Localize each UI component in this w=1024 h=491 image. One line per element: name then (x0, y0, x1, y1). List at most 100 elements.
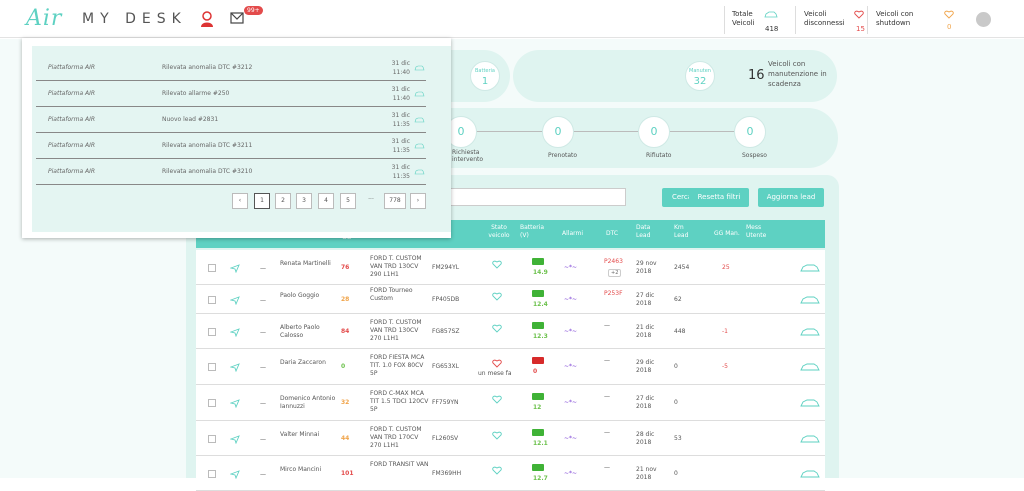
pager-button[interactable]: 5 (340, 193, 356, 209)
car-icon[interactable] (800, 435, 820, 444)
kpi-card-battery[interactable]: Batteria 1 (440, 50, 510, 102)
dtc-code[interactable]: P253F (604, 289, 623, 297)
app-logo[interactable]: Air (26, 6, 63, 31)
notification-day: 31 dic (391, 86, 410, 93)
col-data-lead[interactable]: Data Lead (636, 224, 651, 239)
row-checkbox[interactable] (208, 263, 216, 272)
table-row[interactable]: — Renata Martinelli 76 FORD T. CUSTOM VA… (196, 250, 825, 285)
col-gg-man[interactable]: GG Man. (714, 230, 740, 237)
dtc-code[interactable]: — (604, 321, 610, 329)
status-line (458, 131, 758, 132)
car-icon[interactable] (800, 363, 820, 372)
alarm-icon[interactable]: ~*~ (564, 295, 578, 303)
stat-disconnected[interactable]: Veicoli disconnessi (804, 10, 854, 28)
status-step-sospeso[interactable]: 0 (734, 116, 766, 148)
car-icon[interactable] (800, 264, 820, 273)
pager-button[interactable]: 778 (384, 193, 406, 209)
lead-date: 21 nov 2018 (636, 465, 657, 481)
agent-icon[interactable] (200, 10, 214, 28)
dash: — (260, 296, 266, 304)
notification-item[interactable]: Piattaforma AIR Rilevato allarme #250 31… (36, 81, 426, 107)
col-mess-utente[interactable]: Mess Utente (746, 224, 767, 239)
alarm-icon[interactable]: ~*~ (564, 469, 578, 477)
table-row[interactable]: — Valter Minnai 44 FORD T. CUSTOM VAN TR… (196, 421, 825, 456)
table-row[interactable]: — Mirco Mancini 101 FORD TRANSIT VAN FM3… (196, 456, 825, 491)
status-text: un mese fa (478, 370, 512, 377)
notification-item[interactable]: Piattaforma AIR Rilevata anomalia DTC #3… (36, 55, 426, 81)
col-km-lead[interactable]: Km Lead (674, 224, 689, 239)
car-icon[interactable] (800, 296, 820, 305)
col-dtc[interactable]: DTC (606, 230, 619, 237)
dtc-count-badge[interactable]: +2 (608, 268, 622, 277)
alarm-icon[interactable]: ~*~ (564, 363, 578, 370)
dtc-code[interactable]: — (604, 428, 610, 436)
status-step-rifiutato[interactable]: 0 (638, 116, 670, 148)
divider (795, 6, 796, 34)
reset-filters-button[interactable]: Resetta filtri (689, 188, 749, 207)
send-icon[interactable] (230, 263, 240, 273)
notification-source: Piattaforma AIR (48, 90, 96, 97)
pager-button[interactable]: › (410, 193, 426, 209)
col-allarmi[interactable]: Allarmi (562, 230, 583, 237)
row-checkbox[interactable] (208, 295, 216, 304)
car-icon[interactable] (800, 328, 820, 337)
notification-time: 11:35 (392, 173, 410, 180)
dtc-code[interactable]: P2463 (604, 257, 623, 265)
vehicle-plate: FM369HH (432, 469, 462, 477)
status-step-prenotato[interactable]: 0 (542, 116, 574, 148)
vehicle-plate: FF759YN (432, 399, 459, 406)
search-input[interactable] (440, 188, 626, 206)
kpi-card-maintenance[interactable]: Manuten 32 (513, 50, 837, 102)
vehicle-plate: FM294YL (432, 263, 460, 271)
send-icon[interactable] (230, 363, 240, 372)
row-checkbox[interactable] (208, 327, 216, 336)
pager-button[interactable]: 3 (296, 193, 312, 209)
table-row[interactable]: — Domenico Antonio Iannuzzi 32 FORD C-MA… (196, 385, 825, 421)
car-icon[interactable] (800, 470, 820, 479)
send-icon[interactable] (230, 295, 240, 305)
send-icon[interactable] (230, 327, 240, 337)
dtc-code[interactable]: — (604, 393, 610, 400)
alarm-icon[interactable]: ~*~ (564, 327, 578, 335)
pager-button[interactable]: 4 (318, 193, 334, 209)
lead-date: 27 dic 2018 (636, 395, 655, 410)
row-checkbox[interactable] (208, 363, 216, 371)
table-row[interactable]: — Daria Zaccaron 0 FORD FIESTA MCA TIT. … (196, 349, 825, 385)
col-stato[interactable]: Stato veicolo (488, 224, 510, 239)
pager-button[interactable]: ··· (368, 196, 374, 203)
mail-icon[interactable] (230, 12, 244, 24)
send-icon[interactable] (230, 434, 240, 444)
stat-total-value: 418 (765, 25, 779, 33)
stat-total-vehicles[interactable]: Totale Veicoli (732, 10, 774, 28)
dash: — (260, 470, 266, 478)
pager-button[interactable]: 2 (275, 193, 291, 209)
table-row[interactable]: — Paolo Goggio 28 FORD Tourneo Custom FP… (196, 285, 825, 314)
row-checkbox[interactable] (208, 469, 216, 478)
car-icon (414, 169, 425, 175)
car-icon[interactable] (800, 399, 820, 408)
vehicle-model: FORD TRANSIT VAN (370, 460, 429, 468)
top-bar: Air MY DESK 99+ Totale Veicoli 418 Veico… (0, 0, 1024, 38)
customer-name: Paolo Goggio (280, 291, 320, 299)
avatar[interactable] (976, 12, 991, 27)
table-row[interactable]: — Alberto Paolo Calosso 84 FORD T. CUSTO… (196, 314, 825, 349)
row-checkbox[interactable] (208, 399, 216, 407)
alarm-icon[interactable]: ~*~ (564, 263, 578, 271)
alarm-icon[interactable]: ~*~ (564, 434, 578, 442)
update-lead-button[interactable]: Aggiorna lead (758, 188, 824, 207)
gg-man: -1 (722, 327, 728, 335)
notification-item[interactable]: Piattaforma AIR Rilevata anomalia DTC #3… (36, 159, 426, 185)
send-icon[interactable] (230, 469, 240, 479)
alarm-icon[interactable]: ~*~ (564, 399, 578, 406)
notification-item[interactable]: Piattaforma AIR Nuovo lead #2831 31 dic 1… (36, 107, 426, 133)
pager-button[interactable]: 1 (254, 193, 270, 209)
row-checkbox[interactable] (208, 434, 216, 443)
stat-label: Veicoli disconnessi (804, 10, 845, 27)
col-batteria[interactable]: Batteria (V) (520, 224, 544, 239)
dtc-code[interactable]: — (604, 463, 610, 471)
dtc-code[interactable]: — (604, 357, 610, 364)
send-icon[interactable] (230, 399, 240, 408)
stat-shutdown[interactable]: Veicoli con shutdown (876, 10, 936, 28)
notification-item[interactable]: Piattaforma AIR Rilevata anomalia DTC #3… (36, 133, 426, 159)
pager-button[interactable]: ‹ (232, 193, 248, 209)
